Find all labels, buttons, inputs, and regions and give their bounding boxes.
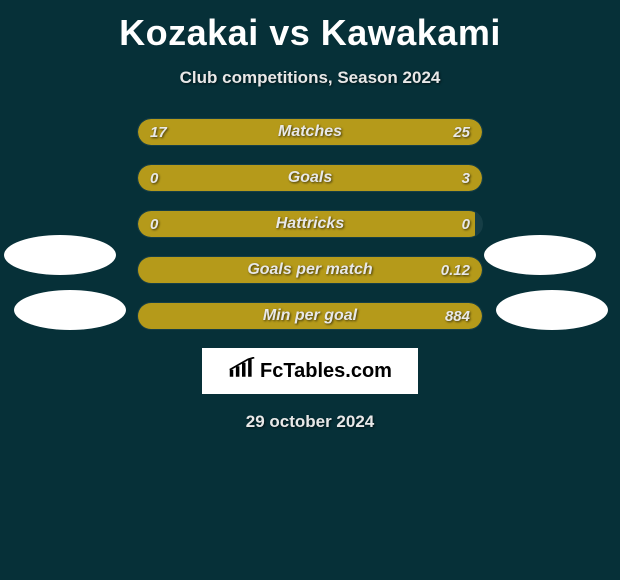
stat-value-left: 0 [150, 211, 158, 237]
stat-bars: Matches1725Goals03Hattricks00Goals per m… [137, 118, 483, 330]
page-title: Kozakai vs Kawakami [0, 0, 620, 54]
stat-bar: Goals0 3 [137, 164, 483, 192]
stat-bar: Matches17 25 [137, 118, 483, 146]
avatar-right [496, 290, 608, 330]
brand-text: FcTables.com [260, 360, 392, 383]
comparison-section: Matches1725Goals03Hattricks00Goals per m… [0, 118, 620, 330]
stat-label: Matches [138, 119, 482, 145]
stat-label: Goals per match [138, 257, 482, 283]
stat-value-right: 0.12 [441, 257, 470, 283]
brand-badge[interactable]: FcTables.com [202, 348, 418, 394]
date-text: 29 october 2024 [0, 412, 620, 432]
stat-value-right: 25 [453, 119, 470, 145]
chart-icon [228, 357, 256, 385]
avatar-right [484, 235, 596, 275]
stat-bar: Hattricks0 0 [137, 210, 483, 238]
stat-value-left: 0 [150, 165, 158, 191]
stat-value-right: 3 [462, 165, 470, 191]
stat-value-left: 17 [150, 119, 167, 145]
stat-value-right: 0 [462, 211, 470, 237]
stat-label: Min per goal [138, 303, 482, 329]
stat-value-right: 884 [445, 303, 470, 329]
stat-label: Goals [138, 165, 482, 191]
subtitle: Club competitions, Season 2024 [0, 68, 620, 88]
stat-bar: Goals per match0.12 [137, 256, 483, 284]
avatar-left [14, 290, 126, 330]
stat-bar: Min per goal884 [137, 302, 483, 330]
stat-label: Hattricks [138, 211, 482, 237]
avatar-left [4, 235, 116, 275]
